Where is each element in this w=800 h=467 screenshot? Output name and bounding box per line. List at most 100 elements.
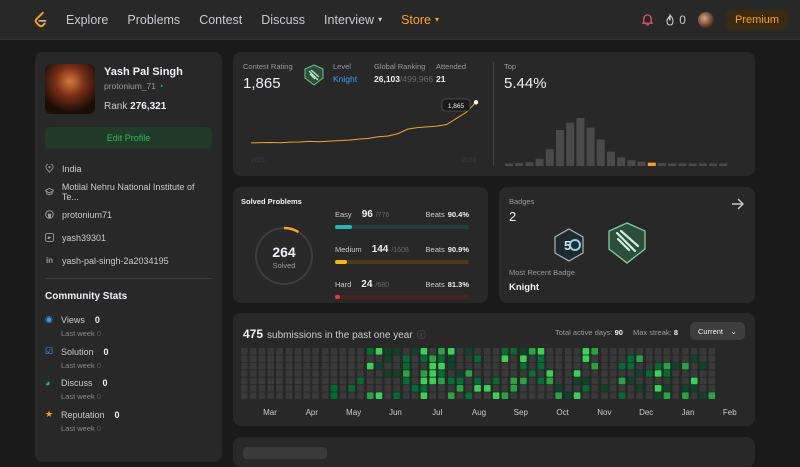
heatmap-cell[interactable]	[249, 377, 257, 385]
heatmap-cell[interactable]	[601, 385, 608, 392]
heatmap-cell[interactable]	[646, 385, 653, 392]
heatmap-cell[interactable]	[537, 348, 545, 355]
heatmap-cell[interactable]	[403, 348, 410, 355]
heatmap-cell[interactable]	[322, 392, 329, 399]
heatmap-cell[interactable]	[303, 355, 311, 362]
heatmap-cell[interactable]	[510, 377, 517, 385]
heatmap-cell[interactable]	[672, 362, 679, 370]
arrow-right-icon[interactable]	[731, 198, 745, 210]
heatmap-cell[interactable]	[699, 377, 707, 385]
heatmap-cell[interactable]	[474, 362, 481, 370]
heatmap-cell[interactable]	[249, 362, 257, 370]
heatmap-cell[interactable]	[582, 370, 590, 377]
github-row[interactable]: protonium71	[45, 203, 212, 226]
heatmap-cell[interactable]	[357, 377, 364, 385]
heatmap-cell[interactable]	[682, 370, 689, 377]
heatmap-cell[interactable]	[682, 355, 689, 362]
heatmap-cell[interactable]	[429, 355, 436, 362]
heatmap-cell[interactable]	[484, 362, 491, 370]
heatmap-cell[interactable]	[654, 370, 662, 377]
heatmap-cell[interactable]	[546, 392, 554, 399]
heatmap-cell[interactable]	[555, 385, 562, 392]
heatmap-cell[interactable]	[375, 377, 383, 385]
heatmap-cell[interactable]	[528, 370, 536, 377]
heatmap-cell[interactable]	[241, 385, 248, 392]
heatmap-cell[interactable]	[403, 385, 410, 392]
heatmap-cell[interactable]	[565, 362, 572, 370]
heatmap-cell[interactable]	[654, 348, 662, 355]
heatmap-cell[interactable]	[528, 385, 536, 392]
heatmap-cell[interactable]	[646, 392, 653, 399]
heatmap-cell[interactable]	[636, 385, 643, 392]
heatmap-cell[interactable]	[663, 385, 671, 392]
heatmap-cell[interactable]	[276, 377, 283, 385]
heatmap-cell[interactable]	[438, 392, 445, 399]
heatmap-cell[interactable]	[249, 385, 257, 392]
heatmap-cell[interactable]	[699, 355, 707, 362]
user-avatar[interactable]	[697, 11, 714, 28]
heatmap-cell[interactable]	[492, 392, 500, 399]
nav-problems[interactable]: Problems	[127, 12, 181, 27]
heatmap-cell[interactable]	[330, 362, 338, 370]
heatmap-cell[interactable]	[492, 362, 500, 370]
heatmap-cell[interactable]	[465, 355, 473, 362]
heatmap-cell[interactable]	[429, 348, 436, 355]
heatmap-cell[interactable]	[646, 362, 653, 370]
heatmap-cell[interactable]	[294, 370, 302, 377]
heatmap-cell[interactable]	[447, 370, 455, 377]
heatmap-cell[interactable]	[420, 385, 428, 392]
heatmap-cell[interactable]	[555, 355, 562, 362]
heatmap-cell[interactable]	[312, 370, 319, 377]
heatmap-cell[interactable]	[636, 370, 643, 377]
heatmap-cell[interactable]	[537, 392, 545, 399]
twitter-row[interactable]: yash39301	[45, 226, 212, 249]
heatmap-cell[interactable]	[411, 355, 419, 362]
heatmap-cell[interactable]	[618, 392, 626, 399]
heatmap-cell[interactable]	[339, 392, 347, 399]
heatmap-cell[interactable]	[249, 392, 257, 399]
heatmap-cell[interactable]	[348, 362, 355, 370]
heatmap-cell[interactable]	[241, 392, 248, 399]
rating-distribution-chart[interactable]	[505, 108, 745, 166]
heatmap-cell[interactable]	[591, 355, 598, 362]
heatmap-cell[interactable]	[438, 377, 445, 385]
heatmap-cell[interactable]	[690, 348, 698, 355]
heatmap-cell[interactable]	[618, 355, 626, 362]
heatmap-cell[interactable]	[609, 392, 617, 399]
heatmap-cell[interactable]	[646, 348, 653, 355]
heatmap-cell[interactable]	[528, 377, 536, 385]
heatmap-cell[interactable]	[447, 392, 455, 399]
heatmap-cell[interactable]	[609, 370, 617, 377]
heatmap-cell[interactable]	[393, 355, 400, 362]
heatmap-cell[interactable]	[267, 348, 274, 355]
heatmap-cell[interactable]	[403, 392, 410, 399]
heatmap-cell[interactable]	[528, 348, 536, 355]
heatmap-cell[interactable]	[465, 392, 473, 399]
heatmap-cell[interactable]	[501, 348, 509, 355]
heatmap-cell[interactable]	[654, 355, 662, 362]
heatmap-cell[interactable]	[573, 370, 581, 377]
heatmap-cell[interactable]	[294, 355, 302, 362]
heatmap-cell[interactable]	[591, 370, 598, 377]
heatmap-cell[interactable]	[699, 385, 707, 392]
heatmap-cell[interactable]	[618, 348, 626, 355]
heatmap-cell[interactable]	[285, 370, 293, 377]
heatmap-cell[interactable]	[276, 370, 283, 377]
heatmap-cell[interactable]	[537, 370, 545, 377]
heatmap-cell[interactable]	[690, 355, 698, 362]
heatmap-cell[interactable]	[601, 392, 608, 399]
heatmap-cell[interactable]	[546, 377, 554, 385]
heatmap-cell[interactable]	[699, 392, 707, 399]
heatmap-cell[interactable]	[241, 355, 248, 362]
heatmap-cell[interactable]	[672, 385, 679, 392]
heatmap-cell[interactable]	[258, 377, 266, 385]
heatmap-cell[interactable]	[438, 370, 445, 377]
heatmap-cell[interactable]	[682, 348, 689, 355]
heatmap-cell[interactable]	[258, 370, 266, 377]
heatmap-cell[interactable]	[520, 370, 527, 377]
heatmap-cell[interactable]	[303, 348, 311, 355]
heatmap-cell[interactable]	[609, 348, 617, 355]
heatmap-cell[interactable]	[537, 385, 545, 392]
heatmap-cell[interactable]	[699, 362, 707, 370]
heatmap-cell[interactable]	[411, 392, 419, 399]
